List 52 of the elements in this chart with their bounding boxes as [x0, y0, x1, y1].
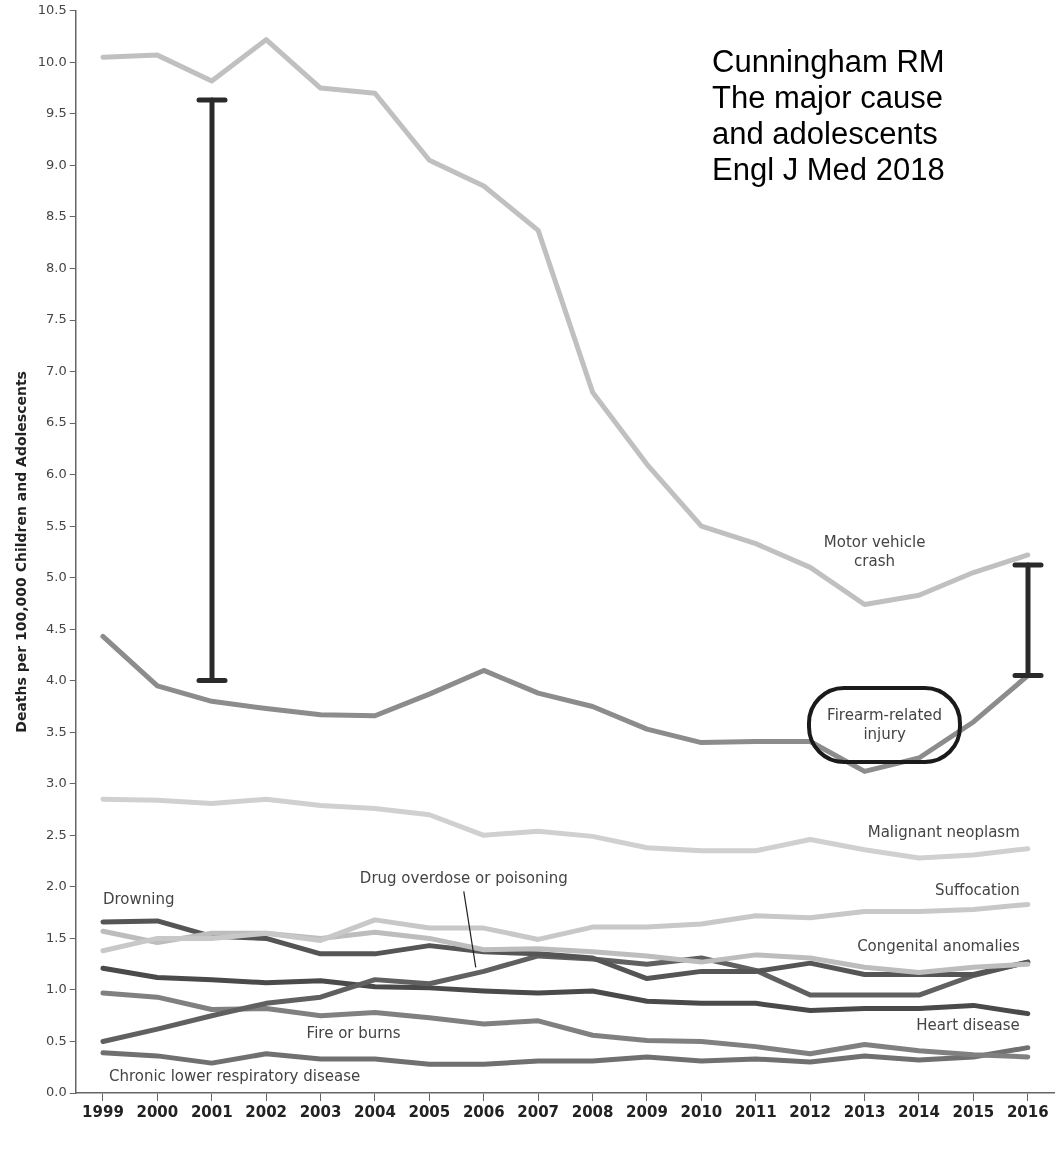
annotation: Cunningham RM The major cause and adolescents Engl J Med 2018 — [712, 44, 945, 188]
series-label: Malignant neoplasm — [867, 822, 1020, 841]
x-tick-label: 2016 — [1006, 1102, 1049, 1121]
series-label: Fire or burns — [306, 1023, 401, 1042]
y-tick-label: 4.0 — [46, 672, 67, 688]
y-tick-label: 9.0 — [46, 156, 67, 172]
text: Drug overdose or poisoning — [359, 869, 568, 888]
x-tick-label: 2013 — [843, 1102, 886, 1121]
x-tick-label: 2001 — [190, 1102, 233, 1121]
y-tick-label: 3.5 — [46, 723, 67, 739]
y-tick-label: 10.0 — [37, 53, 67, 69]
y-tick-label: 8.0 — [46, 259, 67, 275]
x-tick-label: 2005 — [408, 1102, 451, 1121]
y-tick-label: 1.0 — [46, 981, 67, 997]
series-label: Congenital anomalies — [857, 937, 1020, 956]
series-label: Motor vehicle crash — [823, 533, 926, 571]
y-tick-label: 7.5 — [46, 311, 67, 327]
y-tick-label: 5.0 — [46, 569, 67, 585]
x-tick-label: 2006 — [462, 1102, 505, 1121]
y-axis-title: Deaths per 100,000 Children and Adolescents — [13, 371, 30, 733]
x-tick-label: 2000 — [136, 1102, 179, 1121]
x-tick-label: 2012 — [789, 1102, 832, 1121]
x-tick-label: 2003 — [299, 1102, 342, 1121]
series-label: Suffocation — [935, 881, 1020, 900]
x-tick-label: 2007 — [517, 1102, 560, 1121]
x-tick-label: 2008 — [571, 1102, 614, 1121]
y-tick-label: 8.5 — [46, 208, 67, 224]
x-tick-label: 2015 — [952, 1102, 995, 1121]
x-tick-label: 1999 — [82, 1102, 124, 1121]
y-tick-label: 6.5 — [46, 414, 67, 430]
x-tick-label: 2011 — [734, 1102, 777, 1121]
x-tick-label: 2004 — [354, 1102, 396, 1121]
y-tick-label: 6.0 — [46, 465, 67, 481]
y-tick-label: 0.5 — [46, 1032, 67, 1048]
y-tick-label: 1.5 — [46, 929, 67, 945]
y-tick-label: 5.5 — [46, 517, 67, 533]
y-tick-label: 4.5 — [46, 620, 67, 636]
y-tick-label: 0.0 — [46, 1084, 67, 1100]
series-label: Heart disease — [916, 1015, 1020, 1034]
x-tick-label: 2014 — [898, 1102, 940, 1121]
y-tick-label: 9.5 — [46, 105, 67, 121]
series-label: Drowning — [102, 889, 175, 908]
x-tick-label: 2002 — [245, 1102, 288, 1121]
y-tick-label: 2.0 — [46, 878, 67, 894]
y-tick-label: 2.5 — [46, 826, 67, 842]
y-tick-label: 10.5 — [37, 2, 67, 18]
x-tick-label: 2009 — [626, 1102, 668, 1121]
x-tick-label: 2010 — [680, 1102, 723, 1121]
y-tick-label: 3.0 — [46, 775, 67, 791]
series-label: Chronic lower respiratory disease — [108, 1066, 361, 1085]
y-tick-label: 7.0 — [46, 362, 67, 378]
series-label: Firearm-related injury — [827, 706, 943, 744]
